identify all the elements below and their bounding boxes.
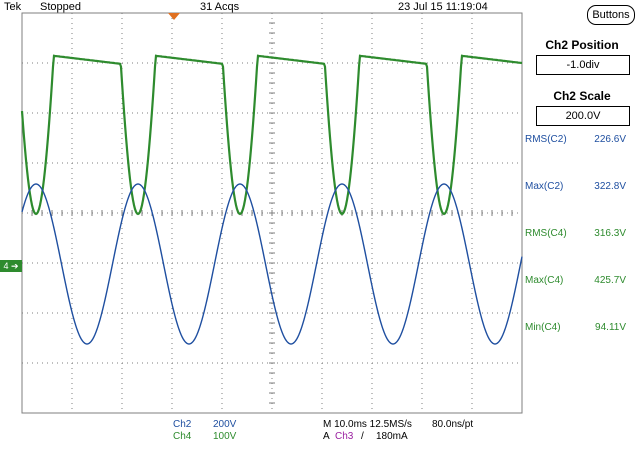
trigger-position-arrow-icon <box>168 13 180 20</box>
buttons-button[interactable]: Buttons <box>587 5 635 25</box>
measurement-value: 425.7V <box>594 275 626 286</box>
trigger-level: 180mA <box>376 431 408 442</box>
measurement-value: 322.8V <box>594 181 626 192</box>
ch2-scale-field[interactable]: 200.0V <box>536 106 630 126</box>
ch4-ground-arrow-icon[interactable]: 4 ➔ <box>0 260 22 272</box>
measurement-value: 226.6V <box>594 134 626 145</box>
ch2-scale-title: Ch2 Scale <box>553 89 611 103</box>
measurement-label: Max(C2) <box>525 181 564 192</box>
measurement-value: 316.3V <box>594 228 626 239</box>
measurement-label: Min(C4) <box>525 322 561 333</box>
sample-period: 80.0ns/pt <box>432 419 474 430</box>
ch2-waveform <box>21 183 523 345</box>
measurement-label: RMS(C2) <box>525 134 567 145</box>
graticule-grid <box>21 12 523 414</box>
trigger-label: A <box>323 431 330 442</box>
trigger-channel: Ch3 <box>335 431 354 442</box>
acquisition-status: Stopped <box>40 1 81 13</box>
ch4-waveform <box>20 54 523 216</box>
ch2-name: Ch2 <box>173 419 192 430</box>
acquisition-count: 31 Acqs <box>200 1 240 13</box>
ch4-scale-readout: 100V <box>213 431 237 442</box>
measurement-label: Max(C4) <box>525 275 564 286</box>
timebase-readout: M 10.0ms 12.5MS/s <box>323 419 412 430</box>
measurement-label: RMS(C4) <box>525 228 567 239</box>
date-time: 23 Jul 15 11:19:04 <box>398 1 488 13</box>
brand-label: Tek <box>4 1 22 13</box>
ch2-position-field[interactable]: -1.0div <box>536 55 630 75</box>
measurement-value: 94.11V <box>595 322 626 333</box>
ch2-scale-readout: 200V <box>213 419 237 430</box>
trigger-slope-icon: / <box>361 431 364 442</box>
ch2-position-title: Ch2 Position <box>545 38 619 52</box>
ch4-name: Ch4 <box>173 431 192 442</box>
